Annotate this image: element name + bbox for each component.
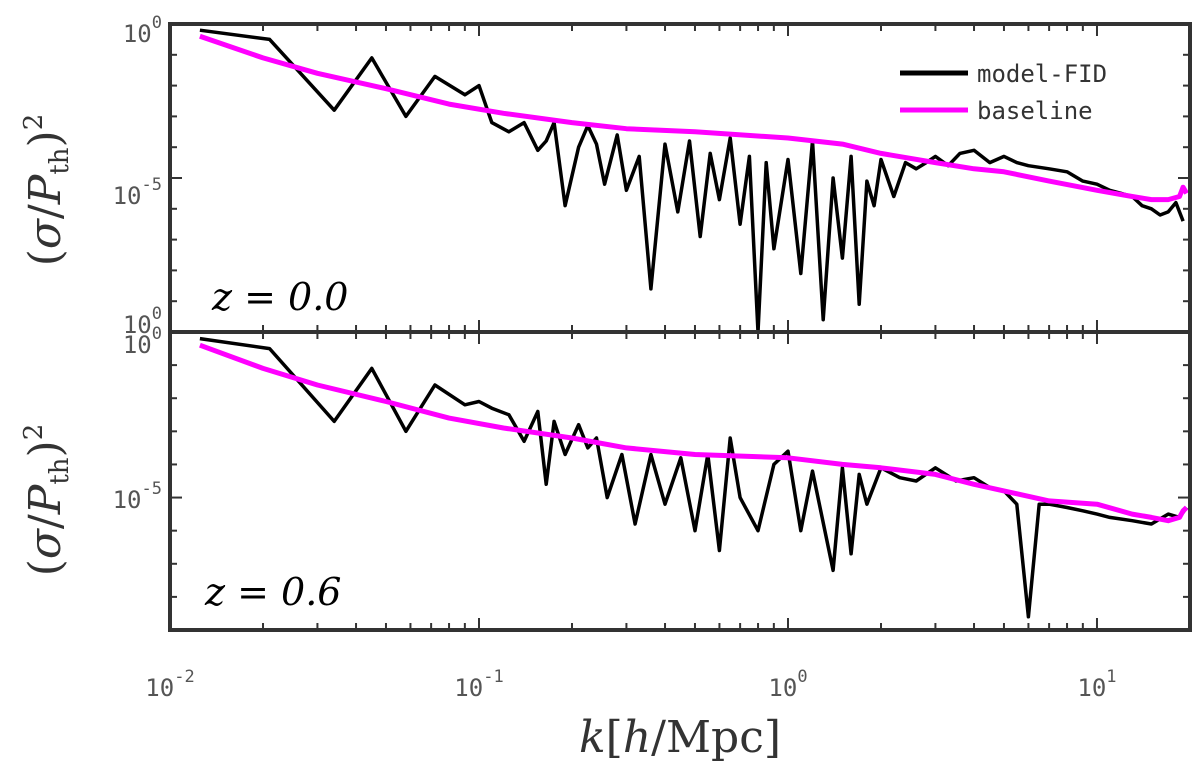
x-tick-label-base: 10 xyxy=(145,674,174,702)
series-line-baseline xyxy=(199,33,1189,203)
x-tick-label-exp: -1 xyxy=(483,667,503,687)
y-axis-label-lower: (σ/Pth)2 xyxy=(19,424,75,577)
x-axis-label-h: h xyxy=(623,712,651,763)
x-tick-label-exp: -2 xyxy=(174,667,194,687)
y-axis-label-lower-sub: th xyxy=(45,457,75,484)
y-tick-label-base: 10 xyxy=(113,182,142,210)
y-tick-label: 10-5 xyxy=(113,479,162,514)
x-tick-label: 100 xyxy=(768,667,807,702)
y-tick-label-base: 10 xyxy=(123,311,152,339)
y-tick-label: 10-5 xyxy=(113,175,162,210)
series-line-model-fid xyxy=(199,336,1189,619)
x-tick-label: 10-1 xyxy=(454,667,503,702)
x-tick-label-exp: 0 xyxy=(797,667,807,687)
y-tick-label-exp: -5 xyxy=(142,479,162,499)
series-line-model-fid xyxy=(199,28,1185,334)
y-axis-label-p: P xyxy=(20,173,71,205)
y-tick-label-exp: -5 xyxy=(142,175,162,195)
x-axis-label-k: k xyxy=(579,712,606,763)
y-axis-label-sup: 2 xyxy=(19,114,49,131)
x-tick-label-exp: 1 xyxy=(1106,667,1116,687)
panel-top-series xyxy=(199,28,1189,334)
x-axis-label-unit: /Mpc] xyxy=(651,712,781,763)
y-axis-label-sigma: σ xyxy=(20,217,71,249)
y-axis-label: (σ/Pth)2 xyxy=(19,114,75,267)
x-tick-label-base: 10 xyxy=(768,674,797,702)
y-axis-label-right-paren: ) xyxy=(20,130,71,147)
x-axis-label: k[h/Mpc] xyxy=(579,712,781,763)
series-line-baseline xyxy=(199,342,1189,524)
y-tick-label-exp: 0 xyxy=(152,304,162,324)
y-axis-label-lower-sup: 2 xyxy=(19,424,49,441)
y-tick-label-exp: 0 xyxy=(152,324,162,344)
panel-bottom-frame xyxy=(168,330,1192,632)
y-axis-label-lower-slash: / xyxy=(20,514,71,529)
x-tick-labels: 10-2 10-1 100 101 xyxy=(145,667,1116,702)
x-tick-label: 10-2 xyxy=(145,667,194,702)
legend: model-FID baseline xyxy=(900,60,1107,125)
y-tick-label-base: 10 xyxy=(123,331,152,359)
y-axis-label-slash: / xyxy=(20,204,71,219)
y-tick-label: 100 xyxy=(123,304,162,339)
y-axis-label-left-paren: ( xyxy=(20,249,71,266)
y-tick-label: 100 xyxy=(123,324,162,359)
panel-bottom-series xyxy=(199,336,1189,619)
y-axis-label-lower-p: P xyxy=(20,483,71,515)
y-axis-label-lower-sigma: σ xyxy=(20,527,71,559)
panel-top-label: z = 0.0 xyxy=(211,275,348,319)
y-axis-label-sub: th xyxy=(45,147,75,174)
y-axis-label-lower-left-paren: ( xyxy=(20,559,71,576)
x-tick-label-base: 10 xyxy=(454,674,483,702)
legend-label-baseline: baseline xyxy=(977,97,1093,125)
legend-label-model: model-FID xyxy=(977,60,1107,88)
y-tick-label-base: 10 xyxy=(123,20,152,48)
y-tick-label: 100 xyxy=(123,13,162,48)
x-axis-label-open: [ xyxy=(606,712,623,763)
x-tick-label-base: 10 xyxy=(1077,674,1106,702)
panel-bottom-label: z = 0.6 xyxy=(204,570,341,614)
y-axis-label-lower-right-paren: ) xyxy=(20,440,71,457)
x-tick-label: 101 xyxy=(1077,667,1116,702)
y-tick-label-base: 10 xyxy=(113,486,142,514)
y-tick-label-exp: 0 xyxy=(152,13,162,33)
